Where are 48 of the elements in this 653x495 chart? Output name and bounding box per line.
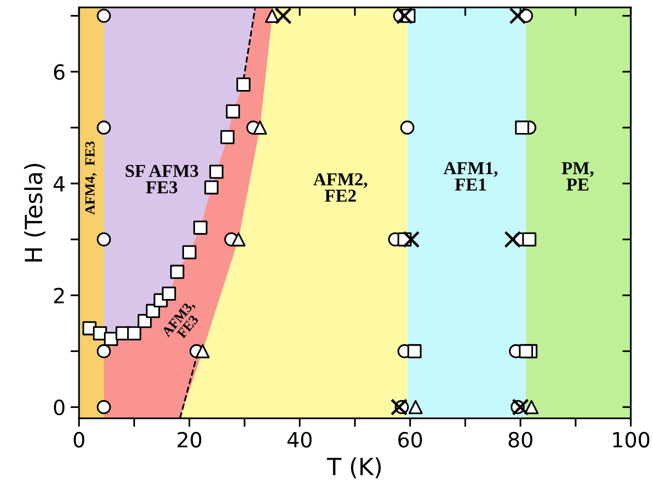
point — [407, 344, 422, 358]
x-tick-label: 60 — [398, 432, 422, 448]
annotation: AFM4, FE3 — [85, 142, 97, 215]
point — [236, 78, 250, 92]
x-tick-label: 80 — [508, 432, 532, 448]
x-tick-label: 0 — [74, 432, 84, 448]
point — [220, 130, 234, 144]
point — [518, 344, 534, 358]
point — [96, 8, 111, 23]
point — [504, 230, 522, 248]
y-tick-label: 2 — [54, 288, 64, 304]
y-tick-label: 4 — [54, 176, 65, 192]
point — [96, 344, 111, 358]
point — [509, 7, 526, 24]
point — [400, 120, 414, 135]
point — [193, 220, 208, 235]
y-tick-label: 6 — [54, 64, 65, 80]
point — [390, 398, 408, 416]
annotation: SF AFM3 FE3 — [126, 164, 198, 194]
point — [204, 180, 218, 194]
point — [396, 7, 414, 24]
point — [196, 344, 210, 358]
point — [522, 232, 536, 246]
point — [96, 400, 111, 414]
point — [209, 164, 224, 179]
point — [408, 400, 423, 414]
point — [182, 245, 196, 260]
point — [96, 120, 111, 135]
x-tick-label: 40 — [287, 432, 312, 448]
point — [265, 8, 280, 23]
point — [515, 120, 530, 135]
point — [226, 104, 240, 118]
y-tick-label: 0 — [54, 400, 64, 416]
point — [170, 264, 184, 279]
annotation: AFM2, FE2 — [313, 173, 368, 202]
x-tick-label: 100 — [613, 432, 650, 448]
y-axis-title: H (Tesla) — [24, 164, 46, 262]
point — [512, 398, 529, 416]
point — [127, 326, 142, 340]
point — [524, 400, 539, 414]
annotation: PM, PE — [562, 162, 594, 190]
x-tick-label: 20 — [178, 432, 202, 448]
point — [274, 7, 292, 24]
point — [402, 230, 420, 248]
annotation: AFM1, FE1 — [444, 162, 498, 190]
x-axis-title: T (K) — [326, 457, 381, 478]
point — [96, 232, 111, 246]
point — [162, 286, 176, 301]
